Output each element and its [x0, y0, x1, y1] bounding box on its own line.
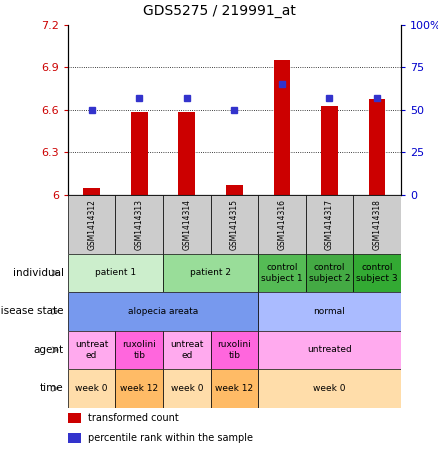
- Text: GSM1414318: GSM1414318: [372, 199, 381, 250]
- Text: transformed count: transformed count: [88, 413, 179, 423]
- Text: GSM1414314: GSM1414314: [182, 199, 191, 250]
- Bar: [131, 112, 148, 195]
- Text: ruxolini
tib: ruxolini tib: [217, 340, 251, 360]
- Bar: [258, 369, 401, 408]
- Bar: [274, 60, 290, 195]
- Text: week 12: week 12: [120, 384, 158, 393]
- Text: untreat
ed: untreat ed: [75, 340, 108, 360]
- Text: alopecia areata: alopecia areata: [128, 307, 198, 316]
- Text: week 0: week 0: [170, 384, 203, 393]
- Bar: [369, 99, 385, 195]
- Text: disease state: disease state: [0, 306, 64, 317]
- Bar: [68, 413, 81, 423]
- Text: control
subject 1: control subject 1: [261, 263, 303, 283]
- Bar: [258, 254, 306, 292]
- Text: agent: agent: [33, 345, 64, 355]
- Bar: [116, 331, 163, 369]
- Bar: [353, 195, 401, 254]
- Bar: [226, 185, 243, 195]
- Bar: [178, 112, 195, 195]
- Bar: [83, 188, 100, 195]
- Text: patient 2: patient 2: [190, 269, 231, 277]
- Text: ruxolini
tib: ruxolini tib: [122, 340, 156, 360]
- Bar: [211, 331, 258, 369]
- Bar: [68, 254, 163, 292]
- Text: control
subject 2: control subject 2: [309, 263, 350, 283]
- Text: control
subject 3: control subject 3: [356, 263, 398, 283]
- Bar: [258, 331, 401, 369]
- Text: normal: normal: [314, 307, 345, 316]
- Text: untreated: untreated: [307, 346, 352, 354]
- Bar: [68, 195, 116, 254]
- Bar: [163, 369, 211, 408]
- Bar: [116, 195, 163, 254]
- Text: percentile rank within the sample: percentile rank within the sample: [88, 433, 253, 443]
- Text: GSM1414317: GSM1414317: [325, 199, 334, 250]
- Text: time: time: [40, 383, 64, 394]
- Text: GSM1414312: GSM1414312: [87, 199, 96, 250]
- Bar: [68, 292, 258, 331]
- Text: untreat
ed: untreat ed: [170, 340, 204, 360]
- Text: GSM1414315: GSM1414315: [230, 199, 239, 250]
- Bar: [258, 292, 401, 331]
- Text: GSM1414316: GSM1414316: [277, 199, 286, 250]
- Text: week 0: week 0: [313, 384, 346, 393]
- Bar: [68, 434, 81, 443]
- Bar: [163, 254, 258, 292]
- Bar: [258, 195, 306, 254]
- Bar: [68, 369, 116, 408]
- Text: week 0: week 0: [75, 384, 108, 393]
- Text: patient 1: patient 1: [95, 269, 136, 277]
- Text: week 12: week 12: [215, 384, 254, 393]
- Bar: [306, 254, 353, 292]
- Bar: [211, 369, 258, 408]
- Bar: [306, 195, 353, 254]
- Bar: [211, 195, 258, 254]
- Bar: [163, 331, 211, 369]
- Text: individual: individual: [13, 268, 64, 278]
- Bar: [321, 106, 338, 195]
- Text: GSM1414313: GSM1414313: [135, 199, 144, 250]
- Bar: [163, 195, 211, 254]
- Bar: [68, 331, 116, 369]
- Bar: [353, 254, 401, 292]
- Bar: [116, 369, 163, 408]
- Text: GDS5275 / 219991_at: GDS5275 / 219991_at: [142, 4, 296, 18]
